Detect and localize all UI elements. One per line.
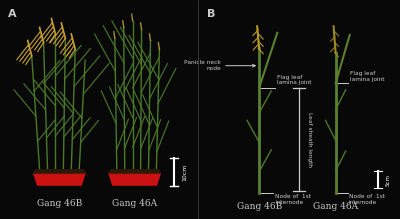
Text: Node of  1st
internode: Node of 1st internode	[349, 194, 385, 205]
Text: Leaf sheath length: Leaf sheath length	[308, 111, 312, 167]
Polygon shape	[109, 173, 160, 185]
Polygon shape	[34, 170, 85, 173]
Text: Flag leaf
lamina joint: Flag leaf lamina joint	[277, 75, 312, 85]
Polygon shape	[34, 173, 85, 185]
Text: A: A	[8, 9, 16, 19]
Text: Gang 46B: Gang 46B	[236, 202, 282, 212]
Text: Panicle neck
node: Panicle neck node	[184, 60, 221, 71]
Text: Gang 46A: Gang 46A	[313, 202, 358, 212]
Text: Gang 46B: Gang 46B	[37, 199, 82, 208]
Polygon shape	[109, 170, 160, 173]
Text: 10cm: 10cm	[182, 163, 187, 181]
Text: Node of  1st
internode: Node of 1st internode	[275, 194, 311, 205]
Text: Gang 46A: Gang 46A	[112, 199, 157, 208]
Text: Flag leaf
lamina joint: Flag leaf lamina joint	[350, 71, 384, 82]
Text: B: B	[207, 9, 215, 19]
Text: 5cm: 5cm	[386, 174, 391, 185]
